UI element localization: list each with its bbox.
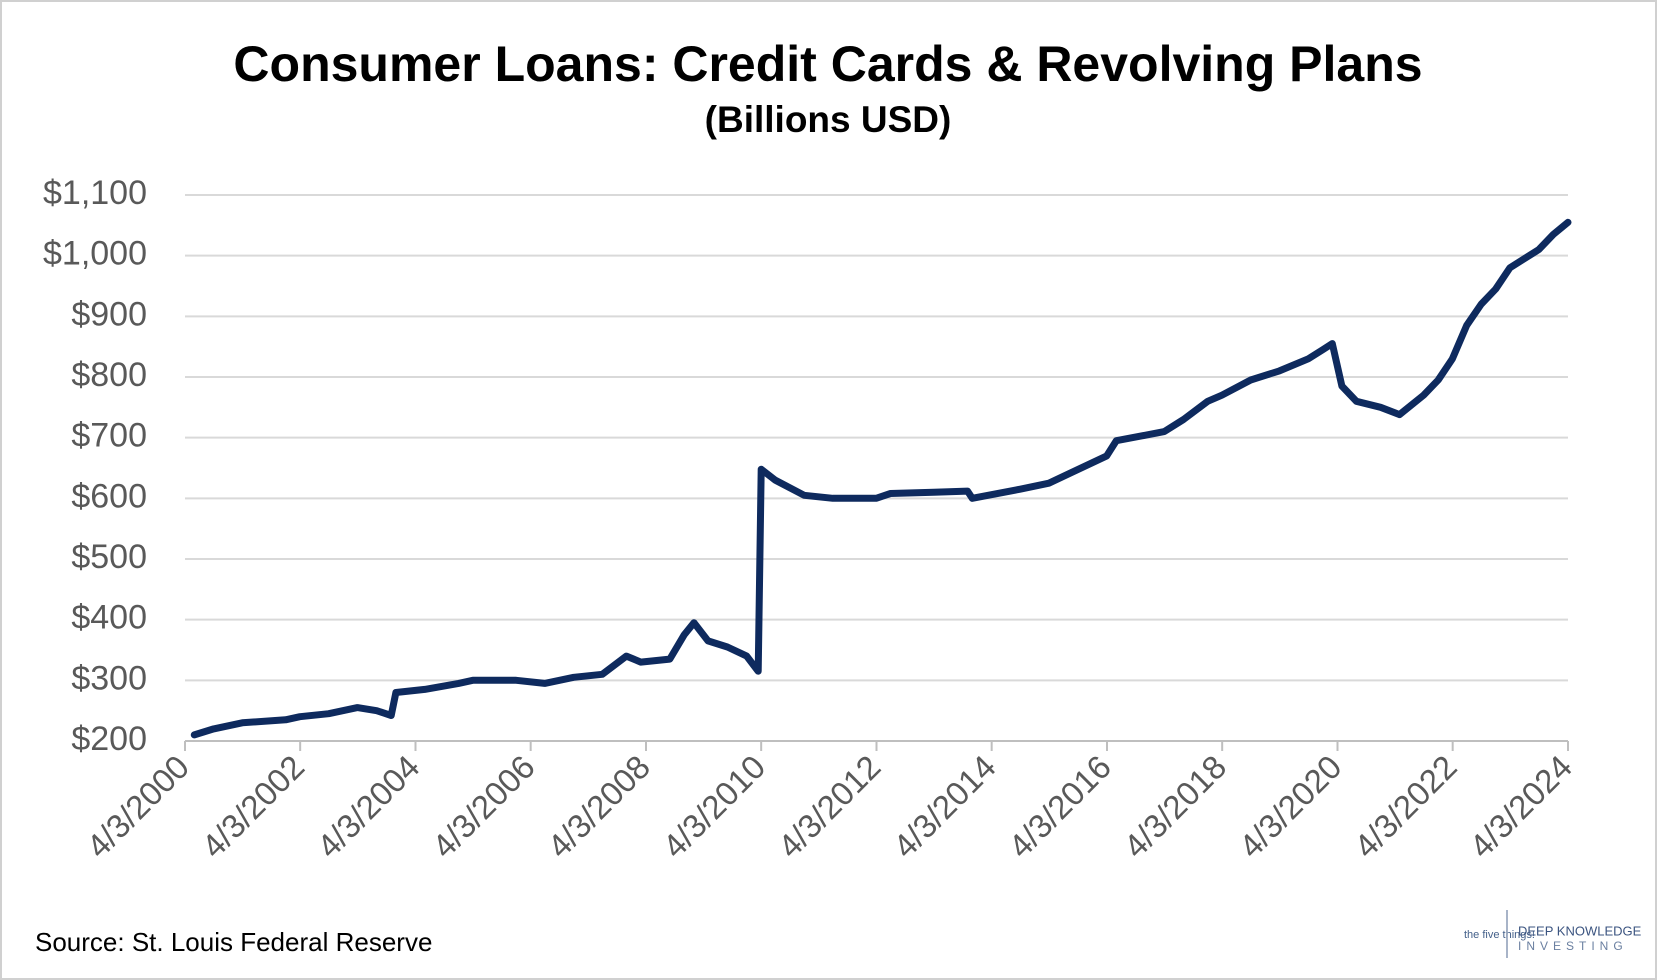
source-note: Source: St. Louis Federal Reserve [35, 927, 432, 957]
logo-left: the five things! [1464, 929, 1535, 941]
y-tick-label: $300 [71, 659, 147, 697]
y-tick-label: $200 [71, 720, 147, 758]
data-line [190, 218, 1572, 739]
y-tick-label: $1,100 [43, 174, 147, 212]
logo: the five things! DEEP KNOWLEDGE INVESTIN… [1464, 910, 1642, 958]
y-tick-label: $500 [71, 538, 147, 576]
chart-title: Consumer Loans: Credit Cards & Revolving… [233, 36, 1422, 92]
y-tick-label: $600 [71, 477, 147, 515]
y-tick-label: $400 [71, 599, 147, 637]
y-tick-label: $900 [71, 295, 147, 333]
logo-right-top: DEEP KNOWLEDGE [1518, 923, 1642, 938]
chart-subtitle: (Billions USD) [705, 99, 952, 140]
y-tick-label: $700 [71, 417, 147, 455]
y-tick-label: $1,000 [43, 235, 147, 273]
y-tick-label: $800 [71, 356, 147, 394]
logo-right-bottom: INVESTING [1518, 939, 1628, 953]
